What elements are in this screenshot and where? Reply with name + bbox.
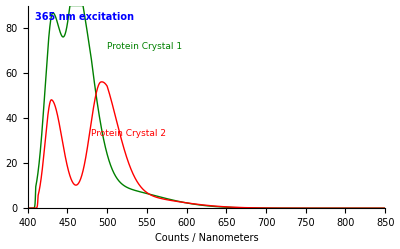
X-axis label: Counts / Nanometers: Counts / Nanometers: [155, 234, 258, 244]
Text: Protein Crystal 2: Protein Crystal 2: [91, 129, 166, 138]
Text: 365 nm excitation: 365 nm excitation: [35, 12, 134, 22]
Text: Protein Crystal 1: Protein Crystal 1: [107, 42, 182, 51]
